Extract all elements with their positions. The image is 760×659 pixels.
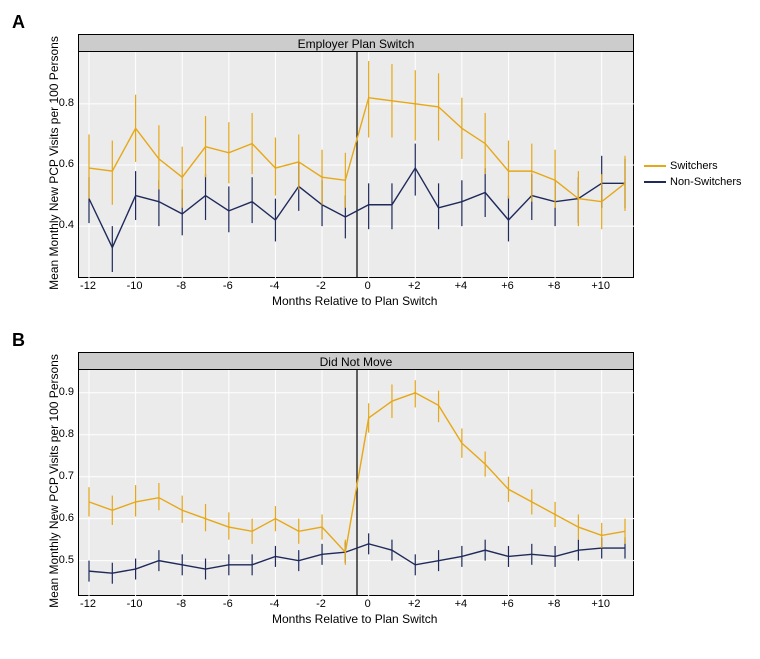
legend-swatch-switchers [644, 165, 666, 167]
legend-swatch-nonswitchers [644, 181, 666, 183]
legend-item-switchers: Switchers [644, 158, 742, 174]
xtick-label: +10 [589, 280, 613, 292]
xtick-label: -6 [216, 598, 240, 610]
panel-b: Did Not Move [78, 352, 634, 596]
xtick-label: -4 [262, 598, 286, 610]
ytick-label: 0.7 [52, 470, 74, 482]
panel-a: Employer Plan Switch [78, 34, 634, 278]
panel-label-b: B [12, 330, 25, 351]
xtick-label: +10 [589, 598, 613, 610]
xtick-label: -10 [123, 598, 147, 610]
ytick-label: 0.5 [52, 554, 74, 566]
xtick-label: +8 [542, 280, 566, 292]
ytick-label: 0.9 [52, 386, 74, 398]
xtick-label: -8 [169, 280, 193, 292]
xtick-label: -4 [262, 280, 286, 292]
panel-label-a: A [12, 12, 25, 33]
xtick-label: +4 [449, 598, 473, 610]
ytick-label: 0.4 [52, 219, 74, 231]
xtick-label: -8 [169, 598, 193, 610]
panel-b-plot [78, 370, 634, 596]
ytick-label: 0.6 [52, 512, 74, 524]
xtick-label: 0 [356, 598, 380, 610]
xtick-label: -10 [123, 280, 147, 292]
panel-a-xlabel: Months Relative to Plan Switch [272, 294, 437, 308]
ytick-label: 0.8 [52, 428, 74, 440]
panel-b-xlabel: Months Relative to Plan Switch [272, 612, 437, 626]
xtick-label: +4 [449, 280, 473, 292]
xtick-label: +6 [495, 598, 519, 610]
legend-item-nonswitchers: Non-Switchers [644, 174, 742, 190]
xtick-label: -6 [216, 280, 240, 292]
xtick-label: +2 [402, 598, 426, 610]
xtick-label: +8 [542, 598, 566, 610]
panel-a-plot [78, 52, 634, 278]
xtick-label: 0 [356, 280, 380, 292]
legend-label-switchers: Switchers [670, 160, 718, 172]
xtick-label: +6 [495, 280, 519, 292]
xtick-label: -2 [309, 598, 333, 610]
xtick-label: -12 [76, 598, 100, 610]
ytick-label: 0.8 [52, 97, 74, 109]
xtick-label: -12 [76, 280, 100, 292]
ytick-label: 0.6 [52, 158, 74, 170]
xtick-label: +2 [402, 280, 426, 292]
panel-a-strip: Employer Plan Switch [78, 34, 634, 52]
legend-label-nonswitchers: Non-Switchers [670, 176, 742, 188]
panel-b-strip: Did Not Move [78, 352, 634, 370]
xtick-label: -2 [309, 280, 333, 292]
legend: Switchers Non-Switchers [644, 158, 742, 190]
figure: A Employer Plan Switch Mean Monthly New … [10, 10, 750, 649]
